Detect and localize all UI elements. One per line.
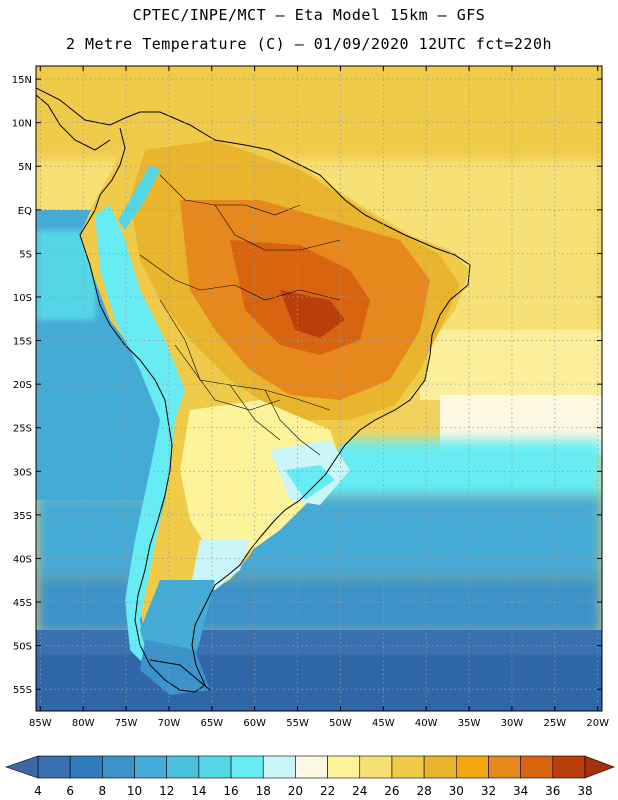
map-frame — [35, 65, 603, 712]
lat-label: 10S — [13, 293, 32, 304]
colorbar-label: 26 — [384, 784, 399, 798]
colorbar-label: 12 — [159, 784, 174, 798]
lat-label: 5N — [18, 162, 32, 173]
colorbar-label: 34 — [513, 784, 528, 798]
lat-label: 5S — [19, 249, 32, 260]
latitude-labels: 15N 10N 5N EQ 5S 10S 15S 20S 25S 30S 35S 40S 45S 50S 5… — [12, 75, 32, 696]
colorbar-swatch — [102, 755, 135, 779]
lon-label: 30W — [501, 718, 524, 729]
colorbar-label: 38 — [577, 784, 592, 798]
lon-label: 35W — [458, 718, 481, 729]
lon-label: 55W — [286, 718, 309, 729]
temperature-colorbar: 4 6 8 10 12 14 16 18 20 22 24 26 28 30 32 34 36 38 — [5, 755, 615, 798]
lat-label: 15N — [12, 75, 32, 86]
colorbar-label: 30 — [449, 784, 464, 798]
lon-label: 40W — [415, 718, 438, 729]
ocean-band-polar — [36, 655, 602, 711]
lat-label: 30S — [13, 467, 32, 478]
colorbar-swatch — [520, 755, 554, 779]
colorbar-swatches — [37, 755, 586, 779]
lat-label: 50S — [13, 642, 32, 653]
colorbar-label: 8 — [99, 784, 107, 798]
colorbar-label: 18 — [256, 784, 271, 798]
coastlines — [36, 87, 471, 693]
lat-label: 25S — [13, 424, 32, 435]
colorbar-over-arrow — [584, 755, 615, 779]
colorbar-swatch — [230, 755, 264, 779]
lon-label: 25W — [544, 718, 567, 729]
lat-label: 40S — [13, 554, 32, 565]
colorbar-label: 4 — [34, 784, 42, 798]
andes-cool-strip — [95, 205, 185, 670]
colorbar-swatch — [359, 755, 393, 779]
colorbar-label: 32 — [481, 784, 496, 798]
lat-label: EQ — [18, 206, 32, 217]
colorbar-label: 6 — [66, 784, 74, 798]
lat-label: 20S — [13, 380, 32, 391]
colorbar-swatch — [69, 755, 103, 779]
colorbar-labels: 4 6 8 10 12 14 16 18 20 22 24 26 28 30 32 34 36 38 — [34, 784, 592, 798]
colorbar-swatch — [391, 755, 425, 779]
lat-label: 55S — [13, 685, 32, 696]
colorbar-label: 24 — [352, 784, 367, 798]
patagonia-north — [190, 540, 250, 590]
ocean-band-subtropical — [420, 330, 602, 400]
axis-ticks — [36, 66, 602, 711]
lon-label: 20W — [586, 718, 609, 729]
lat-label: 10N — [12, 119, 32, 130]
colorbar-swatch — [552, 755, 586, 779]
country-borders — [139, 174, 341, 456]
colorbar-swatch — [488, 755, 521, 779]
colorbar-swatch — [198, 755, 232, 779]
colorbar-label: 14 — [191, 784, 206, 798]
temperature-map: 15N 10N 5N EQ 5S 10S 15S 20S 25S 30S 35S 40S 45S 50S 5… — [12, 65, 609, 729]
colorbar-swatch — [295, 755, 328, 779]
lon-label: 50W — [329, 718, 352, 729]
colorbar-label: 16 — [223, 784, 238, 798]
lat-label: 45S — [13, 598, 32, 609]
lon-label: 70W — [158, 718, 181, 729]
lat-label: 35S — [13, 511, 32, 522]
colorbar-label: 36 — [545, 784, 560, 798]
colorbar-label: 22 — [320, 784, 335, 798]
colorbar-swatch — [37, 755, 71, 779]
lon-label: 45W — [372, 718, 395, 729]
lon-label: 80W — [72, 718, 95, 729]
colorbar-swatch — [166, 755, 200, 779]
map-title-line-2: 2 Metre Temperature (C) – 01/09/2020 12U… — [65, 35, 553, 53]
map-title-line-1: CPTEC/INPE/MCT – Eta Model 15km – GFS — [132, 6, 486, 24]
colorbar-swatch — [455, 755, 489, 779]
longitude-labels: 85W 80W 75W 70W 65W 60W 55W 50W 45W 40W 35W 30W 25W 2… — [29, 718, 609, 729]
temperature-field — [36, 66, 602, 711]
colorbar-label: 28 — [416, 784, 431, 798]
lat-label: 15S — [13, 337, 32, 348]
lon-label: 75W — [115, 718, 138, 729]
colorbar-under-arrow — [5, 755, 39, 779]
colorbar-label: 10 — [127, 784, 142, 798]
colorbar-swatch — [327, 755, 361, 779]
colorbar-swatch — [262, 755, 296, 779]
tierra-del-fuego — [140, 640, 210, 695]
colorbar-label: 20 — [288, 784, 303, 798]
ocean-band-midlat — [36, 495, 602, 580]
ocean-band-south — [36, 575, 602, 635]
lon-label: 60W — [243, 718, 266, 729]
colorbar-swatch — [423, 755, 457, 779]
colombian-andes — [118, 165, 160, 230]
lon-label: 65W — [200, 718, 223, 729]
lon-label: 85W — [29, 718, 52, 729]
colorbar-swatch — [134, 755, 168, 779]
land-hottest — [280, 290, 345, 338]
uruguay-cooler — [285, 465, 335, 500]
